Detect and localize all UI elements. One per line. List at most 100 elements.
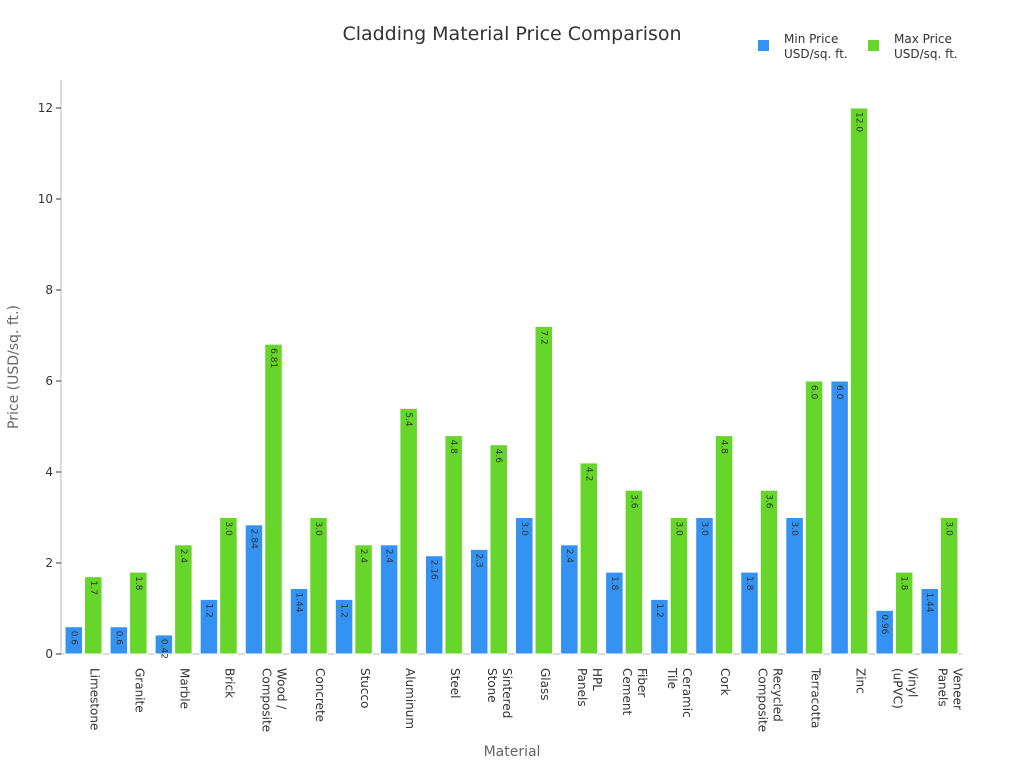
value-label: 3.6 [628, 494, 638, 509]
value-label: 2.4 [178, 549, 188, 564]
bar-max-price [444, 435, 463, 655]
bar-min-price [379, 544, 399, 655]
x-category-label: Cork [718, 668, 732, 696]
value-label: 0.96 [879, 614, 889, 634]
x-category-label: CeramicTile [665, 667, 694, 718]
value-label: 4.2 [583, 467, 593, 481]
bar-min-price [244, 524, 264, 655]
bar-min-price [154, 634, 174, 655]
value-label: 4.8 [718, 440, 728, 455]
y-axis-ticks: 0 2 4 6 8 10 12 [38, 101, 61, 661]
value-label: 2.16 [429, 560, 439, 580]
bar-min-price [289, 587, 309, 655]
x-category-label: Vinyl(uPVC) [890, 668, 919, 709]
legend-label-max-price: Max Price USD/sq. ft. [894, 32, 958, 61]
bar-min-price [785, 517, 804, 655]
bar-max-price [219, 517, 238, 655]
x-category-label: Aluminum [403, 668, 417, 729]
bar-min-price [64, 626, 84, 655]
value-label: 2.3 [474, 553, 484, 567]
value-label: 7.2 [538, 330, 548, 344]
x-category-label: Glass [538, 668, 552, 701]
y-tick-label: 0 [45, 647, 53, 661]
value-label: 3.0 [519, 522, 529, 537]
bar-max-price [264, 343, 283, 655]
bar-min-price [469, 548, 489, 655]
y-tick-label: 4 [45, 465, 53, 479]
bar-min-price [109, 626, 129, 655]
x-category-label: FiberCement [620, 668, 649, 715]
y-tick-label: 8 [45, 283, 53, 297]
value-label: 1.2 [339, 603, 349, 617]
bar-min-price [560, 544, 579, 655]
bar-max-price [624, 489, 644, 655]
y-tick-label: 6 [45, 374, 53, 388]
value-label: 0.6 [68, 631, 78, 646]
value-label: 2.84 [248, 529, 258, 549]
bar-min-price [740, 571, 759, 655]
value-label: 1.2 [654, 603, 664, 617]
value-label: 1.44 [294, 592, 304, 612]
y-tick-label: 12 [38, 101, 53, 115]
bar-min-price [334, 598, 354, 655]
value-label: 6.0 [809, 385, 819, 400]
bar-max-price [939, 517, 959, 655]
legend-swatch-min-price [758, 40, 769, 51]
bar-max-price [129, 571, 148, 655]
x-category-label: Marble [178, 668, 192, 709]
bar-min-price [650, 598, 669, 655]
bar-min-price [605, 571, 624, 655]
value-label: 3.0 [944, 522, 954, 537]
bar-max-price [399, 407, 418, 655]
value-label: 3.0 [313, 522, 323, 537]
bar-min-price [920, 587, 939, 655]
x-category-label: HPLPanels [575, 668, 604, 707]
bar-max-price [84, 576, 103, 655]
x-category-label: Granite [133, 668, 147, 713]
value-label: 3.0 [673, 522, 683, 537]
bar-max-price [534, 325, 554, 655]
bar-min-price [199, 598, 219, 655]
bar-min-price [830, 380, 849, 655]
legend-label-min-price: Min Price USD/sq. ft. [784, 32, 848, 61]
bar-max-price [849, 107, 869, 655]
bar-min-price [515, 517, 534, 655]
value-label: 1.8 [744, 576, 754, 591]
value-label: 3.0 [789, 522, 799, 537]
x-category-label: RecycledComposite [755, 668, 784, 732]
bar-min-price [424, 555, 444, 655]
value-label: 1.8 [899, 576, 909, 591]
x-category-label: SinteredStone [485, 668, 514, 718]
value-label: 6.81 [268, 348, 278, 368]
bar-max-price [759, 489, 779, 655]
value-label: 3.0 [699, 522, 709, 537]
value-label: 6.0 [834, 385, 844, 400]
value-label: 2.4 [358, 549, 368, 564]
bar-min-price [695, 517, 714, 655]
x-category-label: Steel [448, 668, 462, 698]
value-label: 1.8 [133, 576, 143, 591]
x-axis-title: Material [484, 744, 541, 760]
value-label: 1.7 [88, 581, 98, 595]
x-category-label: Terracotta [808, 667, 822, 728]
value-label: 12.0 [854, 112, 864, 132]
bar-max-price [309, 517, 328, 655]
legend: Min Price USD/sq. ft. Max Price USD/sq. ft. [758, 32, 958, 61]
y-tick-label: 10 [38, 192, 53, 206]
chart-title: Cladding Material Price Comparison [342, 23, 681, 45]
x-category-label: Zinc [853, 668, 867, 694]
x-axis-categories: Limestone Granite Marble Brick Wood /Composi… [88, 667, 965, 732]
bar-max-price [174, 544, 193, 655]
bar-max-price [669, 517, 689, 655]
x-category-label: Brick [223, 668, 237, 698]
x-category-label: VeneerPanels [935, 668, 964, 710]
value-label: 1.8 [609, 576, 619, 591]
bar-max-price [489, 444, 508, 655]
value-label: 2.4 [384, 549, 394, 564]
x-category-label: Limestone [88, 668, 102, 730]
x-category-label: Concrete [313, 668, 327, 722]
value-label: 0.42 [158, 639, 168, 659]
value-label: 1.2 [203, 603, 213, 617]
value-label: 2.4 [564, 549, 574, 564]
value-label: 0.6 [113, 631, 123, 646]
